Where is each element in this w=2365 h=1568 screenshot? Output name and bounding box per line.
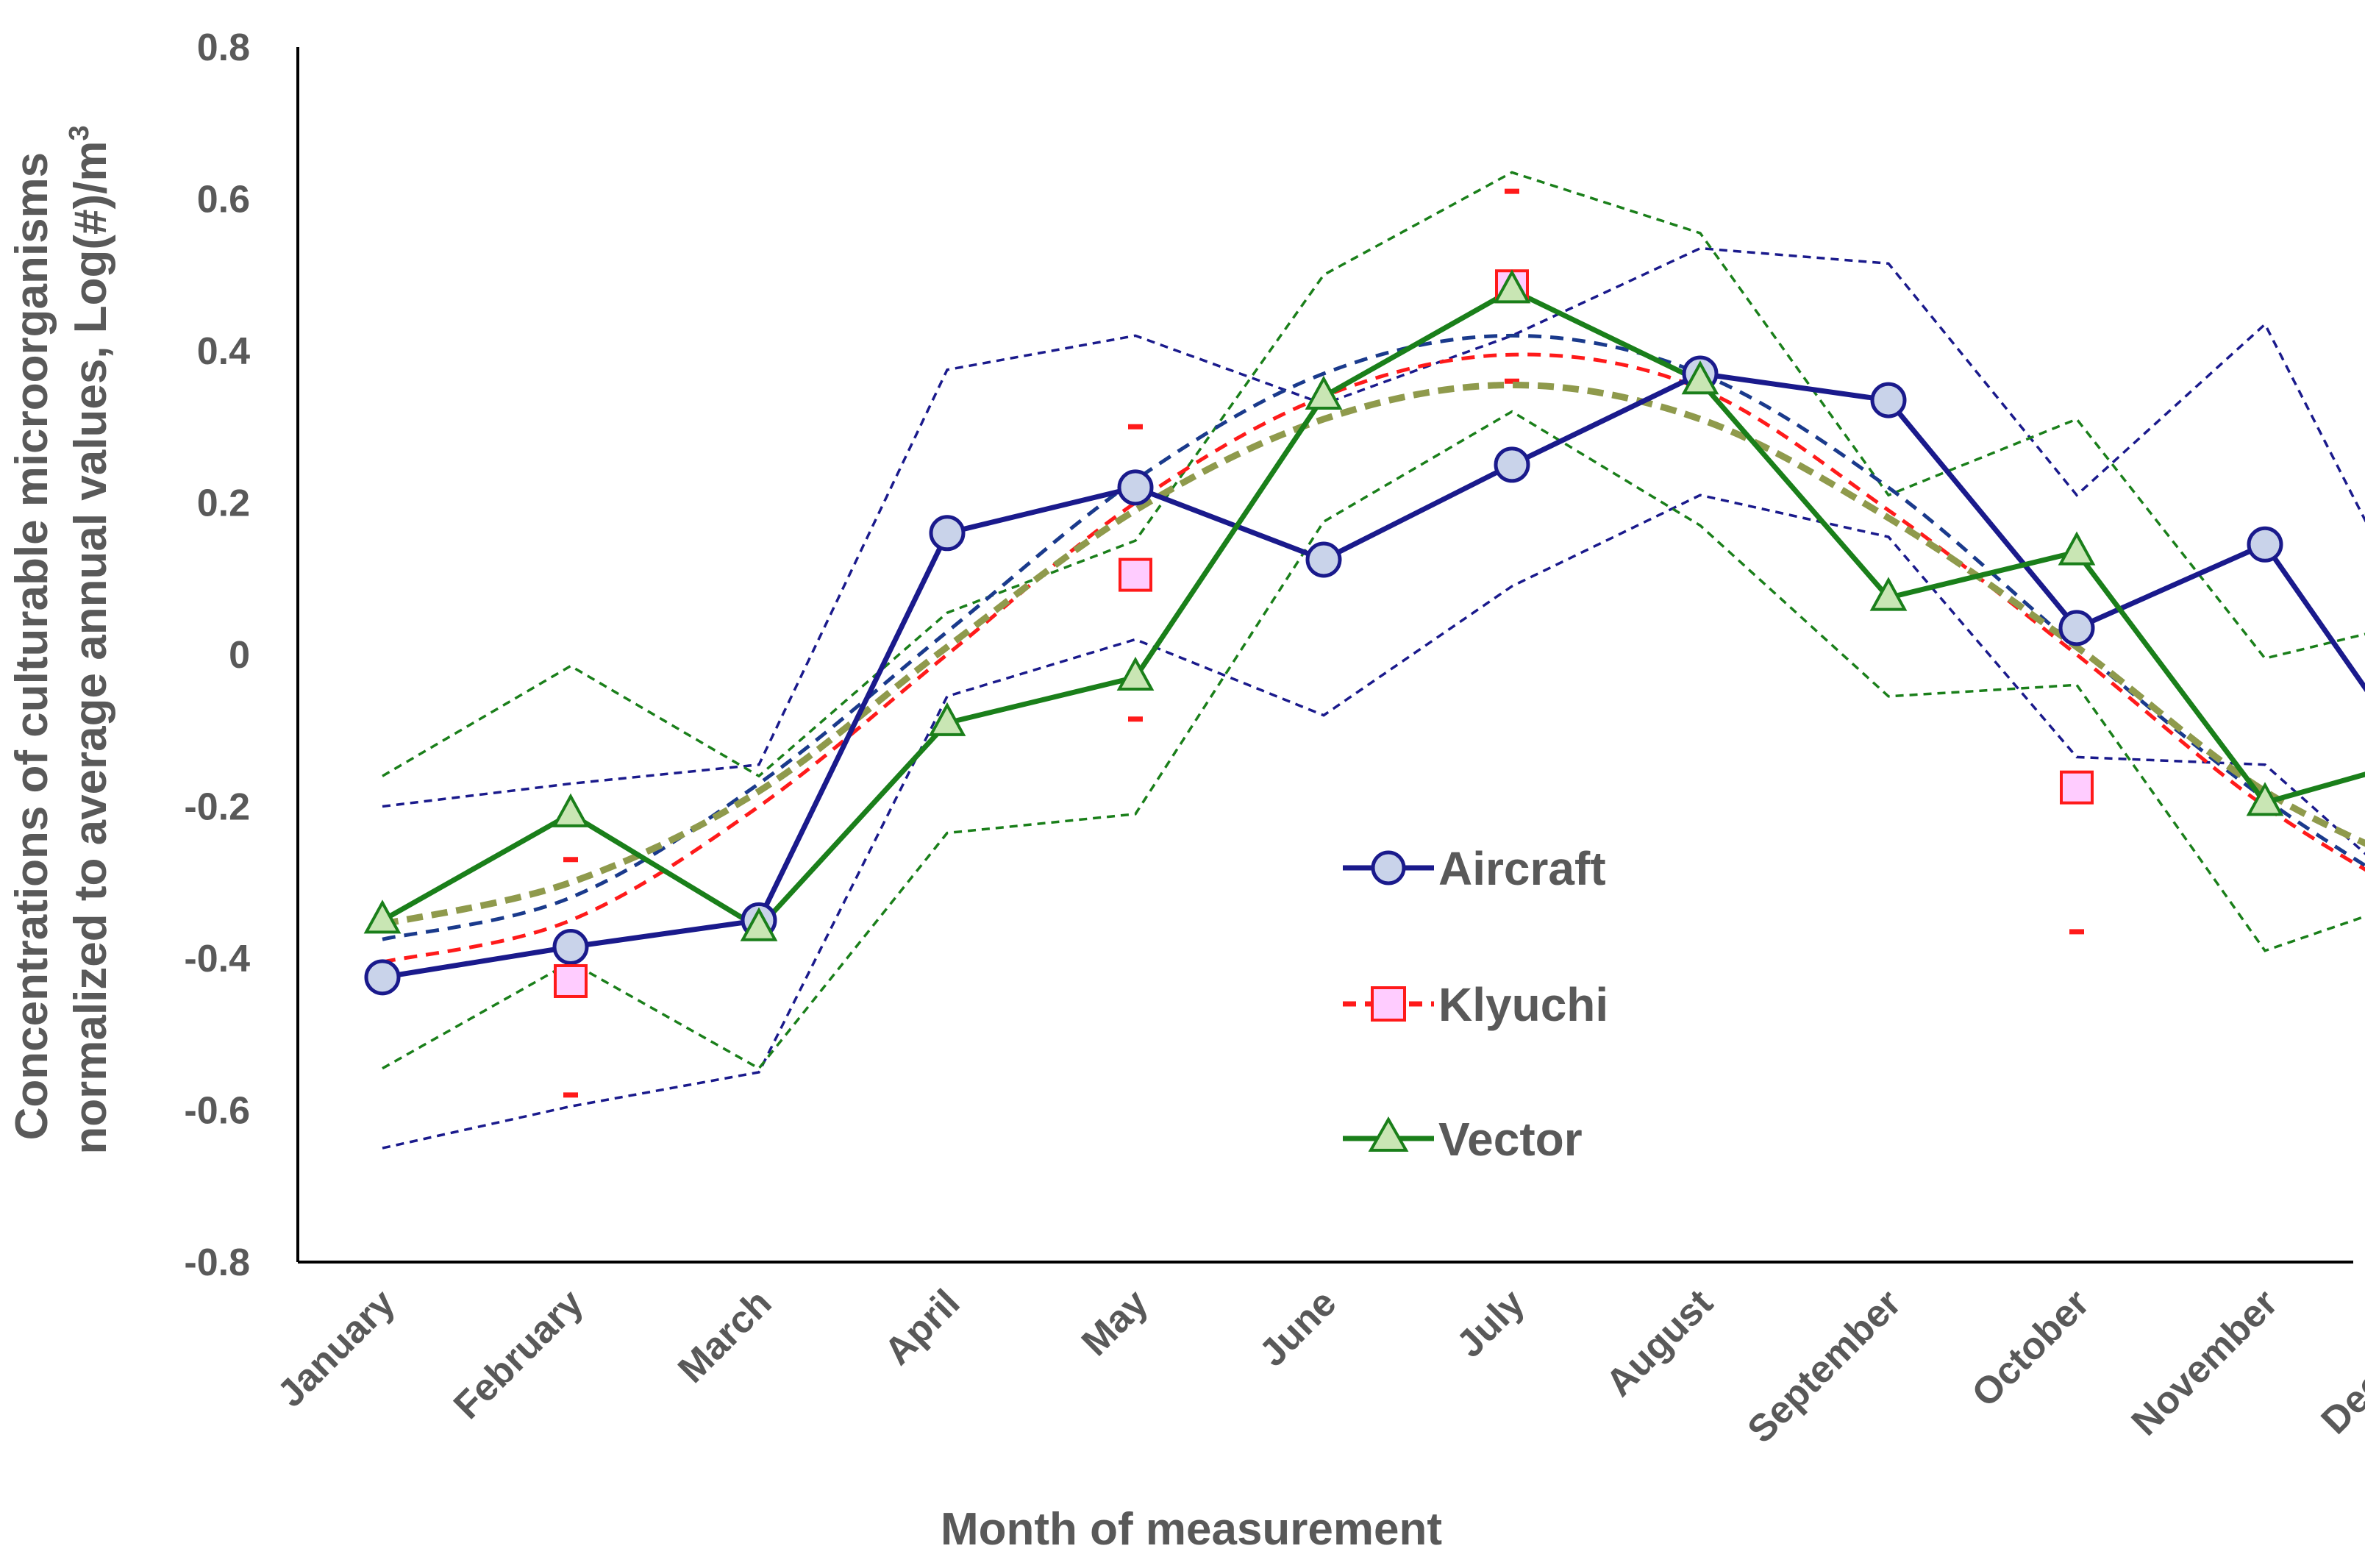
series-vector-point bbox=[2058, 531, 2096, 566]
series-aircraft-point bbox=[1117, 469, 1154, 506]
y-axis-title-superscript: 3 bbox=[64, 125, 95, 140]
series-aircraft-point bbox=[2247, 526, 2283, 563]
series-vector-trend bbox=[382, 381, 2365, 927]
y-axis-title-line1: Concentrations of culturable microorgani… bbox=[7, 152, 57, 1141]
series-vector-lower-bound bbox=[382, 410, 2365, 1070]
series-vector-point bbox=[928, 702, 966, 736]
series-aircraft-point bbox=[929, 515, 966, 552]
series-vector-point bbox=[1869, 577, 1908, 611]
y-tick-label: 0.4 bbox=[197, 330, 250, 373]
legend-item-vector: Vector bbox=[1343, 1113, 1583, 1166]
series-klyuchi-point bbox=[554, 963, 588, 998]
series-klyuchi-point bbox=[1119, 557, 1152, 592]
series-vector-point bbox=[1116, 656, 1155, 691]
series-aircraft-point bbox=[1305, 541, 1342, 578]
series-vector-point bbox=[552, 793, 590, 827]
series-vector-point bbox=[1305, 375, 1343, 410]
legend-circle-marker-icon bbox=[1371, 850, 1406, 885]
series-vector-line bbox=[381, 287, 2365, 931]
series-aircraft-point bbox=[1494, 446, 1530, 483]
y-tick-label: 0 bbox=[229, 634, 250, 677]
y-tick-label: 0.6 bbox=[197, 179, 250, 221]
y-axis-title-line2-text: normalized to average annual values, Log… bbox=[65, 141, 116, 1155]
legend: Aircraft Klyuchi Vector bbox=[1343, 842, 1608, 1166]
y-tick-label: 0.8 bbox=[197, 26, 250, 69]
series-vector-point bbox=[363, 899, 402, 934]
legend-label-aircraft: Aircraft bbox=[1438, 842, 1606, 895]
series-aircraft-point bbox=[1870, 382, 1907, 418]
series-vector-point bbox=[1681, 360, 1719, 395]
y-axis-title-line2: normalized to average annual values, Log… bbox=[64, 125, 116, 1154]
series-aircraft-lower-bound bbox=[382, 493, 2365, 1150]
y-tick-label: 0.2 bbox=[197, 482, 250, 525]
series-vector-point bbox=[2246, 782, 2284, 816]
series-aircraft-point bbox=[552, 929, 589, 966]
legend-item-aircraft: Aircraft bbox=[1343, 842, 1606, 895]
legend-label-vector: Vector bbox=[1438, 1113, 1583, 1166]
legend-item-klyuchi: Klyuchi bbox=[1343, 978, 1608, 1031]
series-aircraft-line bbox=[382, 371, 2365, 980]
y-tick-label: -0.4 bbox=[184, 938, 250, 980]
y-tick-label: -0.6 bbox=[184, 1090, 250, 1133]
series-vector-point bbox=[1493, 269, 1531, 304]
legend-label-klyuchi: Klyuchi bbox=[1438, 978, 1608, 1031]
legend-square-marker-icon bbox=[1371, 986, 1406, 1022]
series-vector-point bbox=[740, 907, 778, 941]
y-tick-label: -0.2 bbox=[184, 786, 250, 829]
y-axis-title: Concentrations of culturable microorgani… bbox=[7, 125, 116, 1154]
y-tick-label: -0.8 bbox=[184, 1241, 250, 1284]
plot-area bbox=[363, 171, 2365, 1150]
series-aircraft-trend bbox=[382, 333, 2365, 941]
series-aircraft-upper-bound bbox=[382, 246, 2365, 808]
series-vector-upper-bound bbox=[382, 171, 2365, 778]
series-aircraft-point bbox=[2058, 610, 2095, 646]
legend-triangle-marker-icon bbox=[1368, 1116, 1409, 1152]
x-axis-title: Month of measurement bbox=[941, 1504, 1442, 1555]
series-aircraft-point bbox=[364, 959, 401, 996]
series-klyuchi-point bbox=[2060, 770, 2094, 805]
